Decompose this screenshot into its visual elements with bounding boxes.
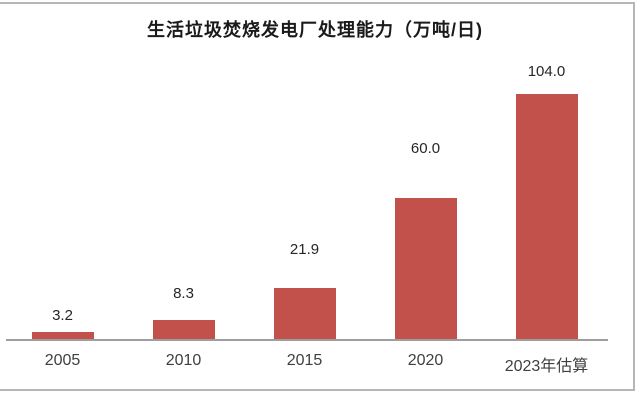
data-label: 3.2 bbox=[52, 307, 73, 324]
chart-title: 生活垃圾焚烧发电厂处理能力（万吨/日) bbox=[147, 20, 483, 40]
chart-border-frame bbox=[0, 2, 635, 391]
x-tick-label-2020: 2020 bbox=[407, 352, 444, 369]
data-label: 104.0 bbox=[527, 63, 566, 80]
data-label: 8.3 bbox=[173, 285, 194, 302]
bar-2020 bbox=[394, 198, 457, 340]
x-tick-label-2005: 2005 bbox=[44, 352, 81, 369]
bar-group-2020: 60.0 bbox=[365, 141, 486, 340]
bar-group-2023-estimate: 104.0 bbox=[486, 64, 607, 340]
x-tick-label-2023-estimate: 2023年估算 bbox=[504, 358, 589, 375]
plot-area: 3.2 8.3 21.9 60.0 104.0 bbox=[2, 64, 607, 340]
bar-2023-estimate bbox=[515, 94, 578, 340]
bar-group-2005: 3.2 bbox=[2, 308, 123, 340]
bar-group-2010: 8.3 bbox=[123, 286, 244, 340]
x-tick-label-2010: 2010 bbox=[165, 352, 202, 369]
x-axis-labels: 2005 2010 2015 2020 2023年估算 bbox=[2, 352, 607, 376]
data-label: 21.9 bbox=[289, 241, 320, 258]
bar-group-2015: 21.9 bbox=[244, 242, 365, 340]
x-axis-line bbox=[6, 339, 608, 341]
bar-2015 bbox=[273, 288, 336, 340]
bar-2005 bbox=[31, 332, 94, 340]
data-label: 60.0 bbox=[410, 140, 441, 157]
x-tick-label-2015: 2015 bbox=[286, 352, 323, 369]
bar-2010 bbox=[152, 320, 215, 340]
